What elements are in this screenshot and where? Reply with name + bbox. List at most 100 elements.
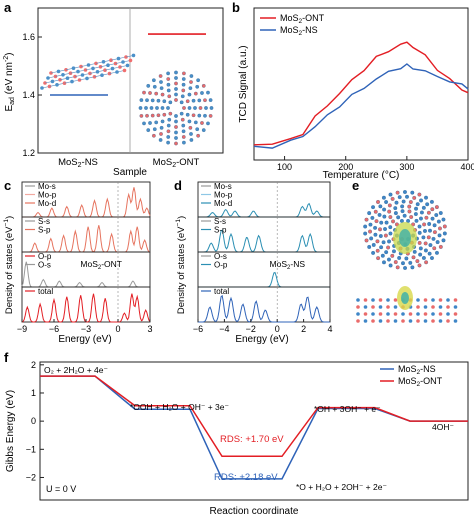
tube-atom	[145, 113, 149, 118]
e-tube-atom	[431, 236, 436, 241]
panel-c-x-tick-label: −9	[17, 324, 27, 334]
panel-a-y-label-sup: -2	[3, 56, 10, 62]
e-tube-atom	[379, 245, 384, 250]
panel-b-x-tick-label: 300	[399, 162, 414, 172]
tube-atom	[200, 121, 204, 125]
e-tube-atom	[396, 215, 401, 220]
e-tube-atom	[405, 194, 409, 199]
panel-f-y-ticks: 2 1 0 −1 −2	[26, 360, 44, 482]
e-tube-atom	[412, 195, 417, 200]
tube-atom	[201, 128, 206, 132]
tube-atom	[156, 113, 161, 118]
tube-atom	[208, 98, 213, 102]
state-label-0: O₂ + 2H₂O + 4e⁻	[44, 365, 109, 375]
tube-atom	[162, 112, 167, 117]
tube-atom	[174, 114, 178, 118]
panel-b-x-tick-label: 200	[338, 162, 353, 172]
panel-d-legend-label: Mo-s	[214, 182, 232, 191]
panel-d-dos-curve	[198, 294, 330, 323]
tube-atom	[174, 87, 178, 91]
panel-f-frame	[39, 361, 469, 501]
e-tube-atom	[434, 205, 439, 210]
tube-atom	[152, 133, 156, 138]
e-sheet-atom	[386, 298, 390, 302]
panel-f-series-1	[40, 375, 468, 458]
e-sheet-atom	[393, 319, 398, 323]
tube-atom	[167, 117, 172, 122]
e-tube-atom	[400, 204, 405, 209]
e-sheet-atom	[438, 298, 443, 302]
e-tube-atom	[382, 260, 386, 265]
tube-atom	[166, 71, 170, 76]
tube-atom	[191, 113, 196, 118]
tube-atom	[193, 106, 197, 110]
potential-annotation: U = 0 V	[46, 484, 76, 494]
charge-density-tube-illustration	[363, 190, 447, 270]
e-sheet-atom	[363, 319, 368, 323]
panel-e: e	[352, 178, 458, 323]
e-sheet-atom	[386, 319, 390, 323]
e-sheet-atom	[431, 298, 435, 302]
tube-atom	[181, 129, 186, 134]
legend-ont: MoS2-ONT	[280, 13, 325, 25]
sheet-atom	[128, 58, 133, 63]
e-tube-atom	[423, 248, 428, 253]
panel-c-material-label: MoS2-ONT	[80, 259, 122, 271]
tube-atom	[166, 123, 171, 128]
panel-a-y-ticks: 1.2 1.4 1.6	[22, 32, 42, 158]
legend-ns: MoS2-NS	[280, 25, 318, 37]
e-sheet-atom	[363, 305, 368, 309]
e-tube-atom	[432, 230, 437, 235]
tube-atom	[196, 133, 200, 138]
panel-c-x-tick-label: 3	[147, 324, 152, 334]
panel-a-cat-ns: MoS2-NS	[58, 157, 98, 169]
e-tube-atom	[363, 224, 368, 229]
e-sheet-atom	[363, 312, 368, 316]
charge-density-sheet-illustration	[356, 286, 458, 323]
e-tube-atom	[373, 209, 378, 214]
panel-b-legend: MoS2-ONT MoS2-NS	[260, 13, 325, 37]
e-sheet-atom	[378, 305, 383, 309]
e-tube-atom	[368, 229, 372, 234]
tube-atom	[187, 119, 192, 124]
panel-c-letter: c	[4, 178, 11, 193]
e-tube-atom	[401, 199, 406, 204]
tube-atom	[187, 92, 192, 97]
e-tube-atom	[404, 256, 409, 261]
e-tube-atom	[419, 210, 424, 215]
tube-atom	[159, 125, 164, 130]
e-sheet-atom	[356, 298, 360, 302]
e-sheet-atom	[431, 319, 435, 323]
e-tube-atom	[377, 212, 382, 217]
e-sheet-atom	[446, 298, 450, 302]
e-tube-atom	[378, 204, 383, 209]
tube-atom	[160, 106, 165, 110]
panel-f: f Gibbs Energy (eV) 2 1 0 −1 −2 MoS2-NS MoS2…	[4, 350, 469, 517]
tube-atom	[203, 113, 207, 118]
e-tube-atom	[388, 231, 393, 236]
e-sheet-atom	[431, 305, 435, 309]
e-tube-atom	[442, 231, 447, 236]
e-sheet-atom	[378, 319, 383, 323]
e-tube-atom	[388, 225, 393, 230]
panel-c-legend-label: S-s	[38, 217, 50, 226]
tube-atom	[189, 138, 194, 142]
e-sheet-charge-inner	[401, 292, 409, 304]
tube-atom	[155, 106, 159, 110]
tube-atom	[200, 91, 204, 95]
e-tube-atom	[426, 210, 431, 215]
tube-atom	[146, 128, 151, 132]
tube-atom	[167, 94, 172, 99]
panel-a-frame	[37, 7, 224, 154]
e-tube-atom	[427, 251, 432, 256]
e-tube-atom	[441, 217, 446, 222]
e-tube-atom	[391, 219, 395, 224]
e-sheet-atom	[453, 298, 458, 302]
e-tube-atom	[397, 256, 402, 260]
tube-atom	[152, 84, 157, 89]
e-sheet-atom	[371, 305, 375, 309]
e-tube-atom	[402, 213, 407, 218]
e-tube-atom	[376, 256, 381, 261]
e-sheet-atom	[423, 305, 428, 309]
tube-atom	[174, 98, 178, 102]
